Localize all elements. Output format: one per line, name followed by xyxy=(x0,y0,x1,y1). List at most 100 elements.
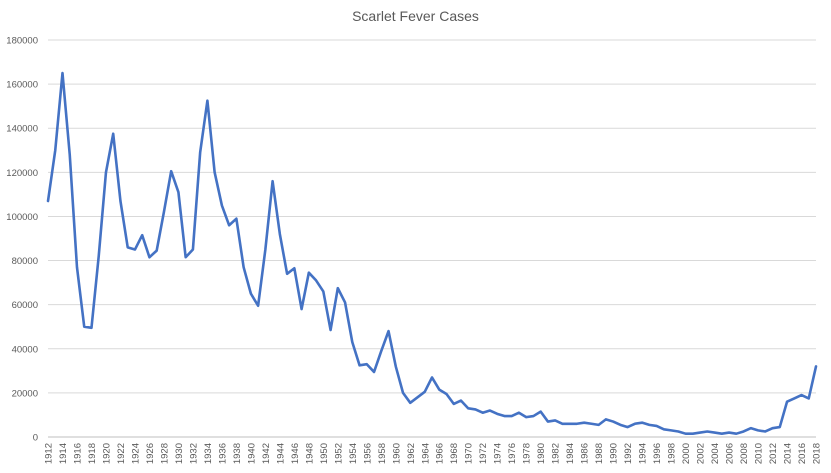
data-point xyxy=(815,365,817,367)
data-point xyxy=(764,430,766,432)
data-point xyxy=(257,305,259,307)
data-point xyxy=(474,408,476,410)
data-point xyxy=(373,371,375,373)
data-point xyxy=(750,427,752,429)
data-point xyxy=(467,407,469,409)
x-tick-label: 1980 xyxy=(536,443,547,464)
x-tick-label: 1996 xyxy=(652,443,663,464)
data-point xyxy=(380,350,382,352)
data-point xyxy=(192,248,194,250)
data-point xyxy=(61,72,63,74)
y-tick-label: 100000 xyxy=(6,212,38,223)
data-point xyxy=(148,256,150,258)
data-point xyxy=(416,396,418,398)
data-point xyxy=(170,170,172,172)
x-tick-label: 1932 xyxy=(188,443,199,464)
data-point xyxy=(735,432,737,434)
y-tick-label: 20000 xyxy=(12,388,38,399)
data-point xyxy=(337,287,339,289)
data-point xyxy=(634,423,636,425)
x-tick-label: 1918 xyxy=(87,443,98,464)
chart-title: Scarlet Fever Cases xyxy=(352,8,479,24)
data-point xyxy=(300,308,302,310)
x-tick-label: 1942 xyxy=(261,443,272,464)
x-tick-label: 1946 xyxy=(290,443,301,464)
data-point xyxy=(554,419,556,421)
data-point xyxy=(547,420,549,422)
data-point xyxy=(242,266,244,268)
x-tick-label: 1938 xyxy=(232,443,243,464)
x-tick-label: 1916 xyxy=(72,443,83,464)
data-point xyxy=(677,430,679,432)
data-point xyxy=(250,292,252,294)
x-tick-label: 1984 xyxy=(565,443,576,464)
data-point xyxy=(271,180,273,182)
data-point xyxy=(199,151,201,153)
data-point xyxy=(605,418,607,420)
x-tick-label: 2010 xyxy=(754,443,765,464)
data-point xyxy=(568,423,570,425)
data-point xyxy=(76,266,78,268)
data-point xyxy=(395,365,397,367)
x-tick-label: 1982 xyxy=(551,443,562,464)
x-tick-label: 2016 xyxy=(797,443,808,464)
x-tick-label: 1954 xyxy=(348,443,359,464)
data-point xyxy=(134,248,136,250)
data-point xyxy=(706,430,708,432)
data-point xyxy=(177,191,179,193)
data-point xyxy=(655,425,657,427)
data-point xyxy=(438,388,440,390)
data-point xyxy=(576,423,578,425)
y-tick-label: 60000 xyxy=(12,300,38,311)
data-point xyxy=(402,392,404,394)
data-point xyxy=(155,249,157,251)
data-point xyxy=(127,246,129,248)
data-point xyxy=(431,376,433,378)
x-tick-label: 2004 xyxy=(710,443,721,464)
series-line xyxy=(46,71,818,435)
data-point xyxy=(54,149,56,151)
x-tick-label: 2002 xyxy=(696,443,707,464)
data-point xyxy=(206,99,208,101)
data-point xyxy=(503,415,505,417)
x-tick-label: 1958 xyxy=(377,443,388,464)
data-point xyxy=(663,428,665,430)
data-point xyxy=(539,410,541,412)
x-tick-label: 1952 xyxy=(333,443,344,464)
x-tick-label: 1966 xyxy=(435,443,446,464)
data-point xyxy=(561,423,563,425)
data-point xyxy=(648,424,650,426)
x-tick-label: 2006 xyxy=(725,443,736,464)
data-point xyxy=(699,431,701,433)
data-point xyxy=(786,401,788,403)
x-tick-label: 1992 xyxy=(623,443,634,464)
data-point xyxy=(409,402,411,404)
x-tick-label: 1934 xyxy=(203,443,214,464)
y-tick-label: 0 xyxy=(33,433,38,444)
x-tick-label: 1974 xyxy=(493,443,504,464)
x-tick-label: 1986 xyxy=(580,443,591,464)
data-point xyxy=(264,248,266,250)
data-point xyxy=(308,271,310,273)
y-tick-label: 160000 xyxy=(6,80,38,91)
data-point xyxy=(322,290,324,292)
x-tick-label: 1994 xyxy=(638,443,649,464)
x-tick-label: 2000 xyxy=(681,443,692,464)
data-point xyxy=(713,431,715,433)
data-point xyxy=(293,267,295,269)
data-point xyxy=(47,200,49,202)
data-point xyxy=(112,133,114,135)
x-tick-label: 1970 xyxy=(464,443,475,464)
x-tick-label: 1928 xyxy=(159,443,170,464)
data-point xyxy=(626,426,628,428)
data-point xyxy=(532,415,534,417)
y-tick-label: 40000 xyxy=(12,344,38,355)
x-tick-label: 1948 xyxy=(304,443,315,464)
data-point xyxy=(329,329,331,331)
x-tick-label: 1920 xyxy=(101,443,112,464)
data-point xyxy=(518,412,520,414)
data-point xyxy=(163,211,165,213)
x-tick-label: 2012 xyxy=(768,443,779,464)
y-tick-label: 120000 xyxy=(6,168,38,179)
data-point xyxy=(69,153,71,155)
